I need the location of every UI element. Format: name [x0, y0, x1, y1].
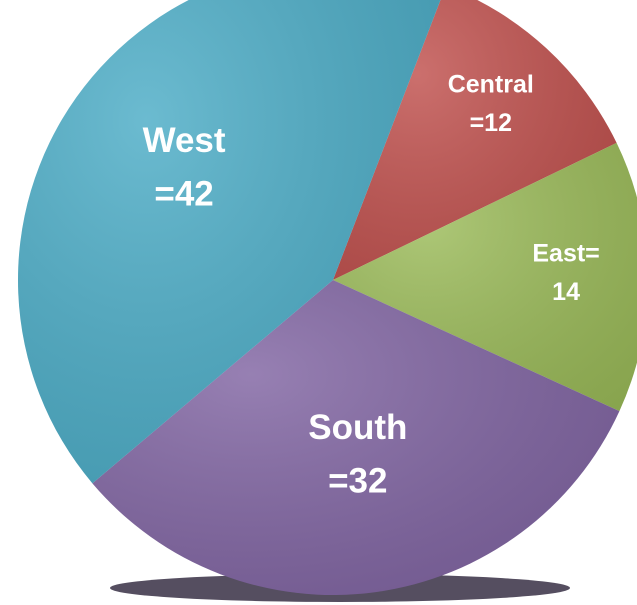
slice-label: East= [532, 240, 599, 268]
slice-shade [92, 280, 620, 595]
value-label: =12 [470, 109, 512, 137]
pie: Central =12 East= 14 South =32 West =42 [18, 0, 637, 595]
slice-shade [18, 0, 441, 484]
value-label: 14 [552, 278, 580, 306]
slice-label: Central [448, 71, 534, 99]
slice-shade [333, 142, 637, 412]
slice-label: South [308, 408, 407, 447]
slice-label: West [143, 121, 226, 160]
slice-shade [333, 0, 617, 280]
value-label: =32 [328, 461, 387, 500]
value-label: =42 [154, 174, 213, 213]
